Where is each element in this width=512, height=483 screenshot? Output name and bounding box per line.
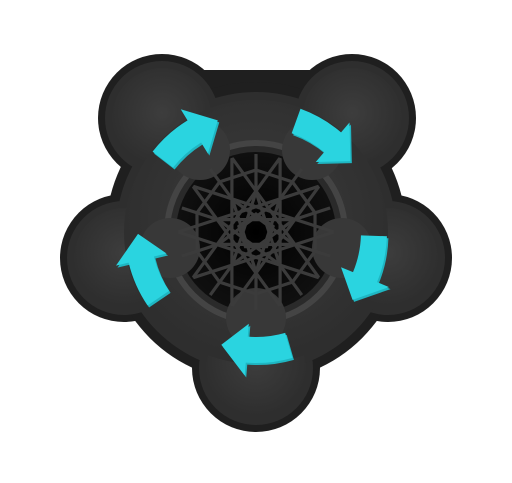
lattice-segment — [237, 212, 275, 249]
curved-arrow-icon — [221, 323, 294, 378]
rotation-arrows — [115, 108, 391, 378]
curved-arrow-icon — [152, 109, 220, 170]
curved-arrow-icon — [291, 108, 352, 165]
curved-arrow-icon — [115, 233, 171, 308]
curved-arrow-icon — [341, 235, 391, 302]
lattice-segment — [178, 154, 324, 310]
lattice-segment — [188, 154, 334, 310]
